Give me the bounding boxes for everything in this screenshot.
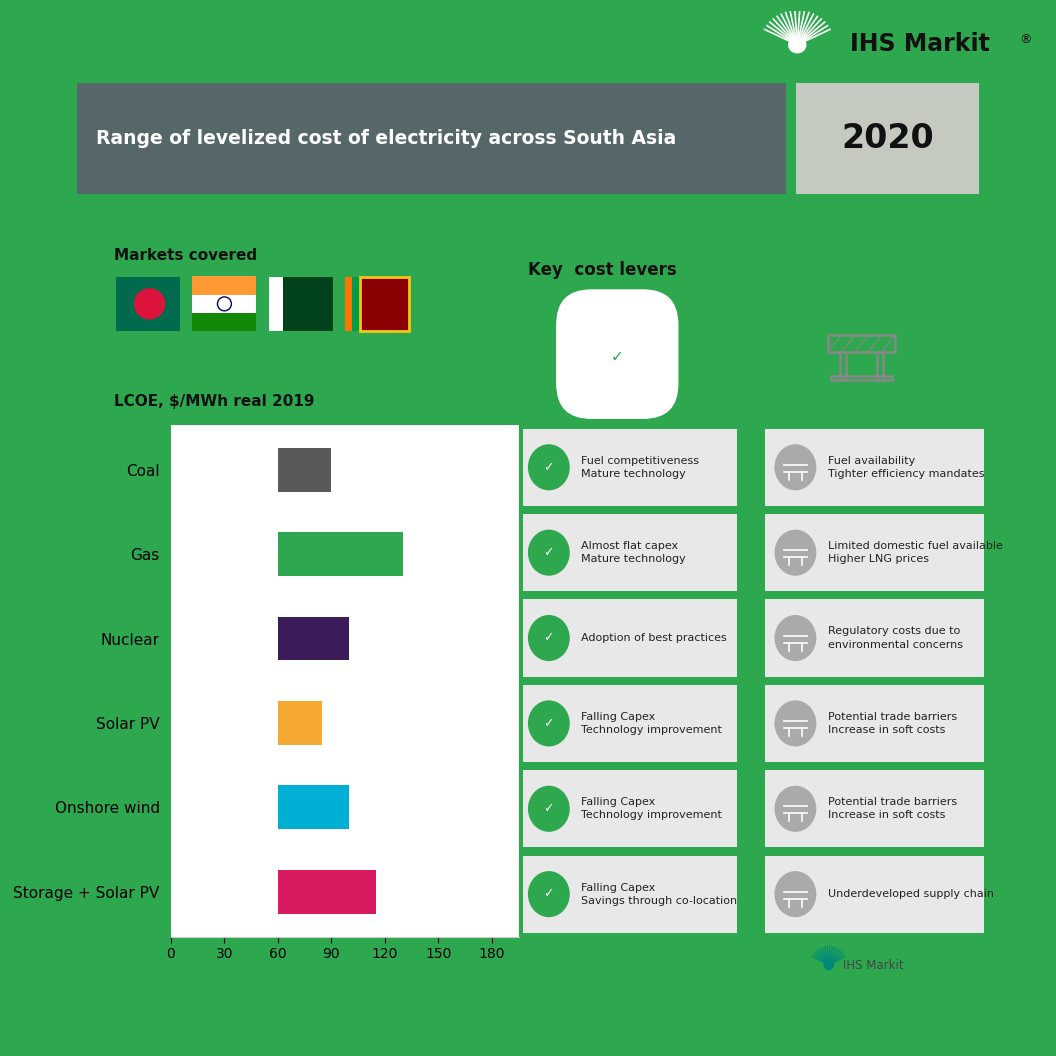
Text: 2020: 2020 — [842, 122, 934, 155]
FancyBboxPatch shape — [524, 429, 737, 506]
Text: ✓: ✓ — [544, 888, 554, 901]
Text: ®: ® — [1019, 33, 1032, 45]
Text: Adoption of best practices: Adoption of best practices — [582, 633, 728, 643]
Bar — [278, 617, 350, 660]
Text: Regulatory costs due to
environmental concerns: Regulatory costs due to environmental co… — [828, 626, 963, 649]
Text: ✓: ✓ — [544, 631, 554, 644]
Text: Falling Capex
Technology improvement: Falling Capex Technology improvement — [582, 712, 722, 735]
Text: Underdeveloped supply chain: Underdeveloped supply chain — [828, 889, 994, 899]
Circle shape — [528, 530, 570, 576]
Bar — [278, 532, 402, 577]
Text: LCOE, $/MWh real 2019: LCOE, $/MWh real 2019 — [114, 394, 315, 409]
Text: ✓: ✓ — [544, 803, 554, 815]
FancyBboxPatch shape — [524, 685, 737, 762]
Text: ✓: ✓ — [611, 350, 624, 364]
Text: Markets covered: Markets covered — [114, 248, 258, 263]
Circle shape — [528, 700, 570, 747]
Circle shape — [788, 36, 807, 54]
FancyBboxPatch shape — [766, 514, 984, 591]
Text: Potential trade barriers
Increase in soft costs: Potential trade barriers Increase in sof… — [828, 712, 957, 735]
FancyBboxPatch shape — [766, 770, 984, 847]
Circle shape — [134, 289, 165, 319]
FancyBboxPatch shape — [192, 276, 257, 295]
Text: Fuel competitiveness
Mature technology: Fuel competitiveness Mature technology — [582, 456, 699, 479]
Text: Range of levelized cost of electricity across South Asia: Range of levelized cost of electricity a… — [96, 130, 676, 149]
Bar — [278, 448, 332, 492]
Text: ✓: ✓ — [544, 717, 554, 730]
Text: Key  cost levers: Key cost levers — [528, 261, 677, 279]
FancyBboxPatch shape — [524, 770, 737, 847]
FancyBboxPatch shape — [360, 277, 409, 331]
Circle shape — [528, 445, 570, 490]
Bar — [278, 870, 376, 913]
Bar — [278, 701, 322, 744]
FancyBboxPatch shape — [766, 429, 984, 506]
FancyBboxPatch shape — [192, 294, 257, 313]
Text: IHS Markit: IHS Markit — [844, 959, 904, 972]
Text: Fuel availability
Tighter efficiency mandates: Fuel availability Tighter efficiency man… — [828, 456, 984, 479]
FancyBboxPatch shape — [353, 277, 360, 331]
Text: ✓: ✓ — [544, 546, 554, 560]
Circle shape — [774, 445, 816, 490]
Text: ✓: ✓ — [544, 460, 554, 474]
Circle shape — [528, 615, 570, 661]
Circle shape — [528, 871, 570, 918]
Text: Potential trade barriers
Increase in soft costs: Potential trade barriers Increase in sof… — [828, 797, 957, 821]
FancyBboxPatch shape — [524, 600, 737, 677]
FancyBboxPatch shape — [524, 514, 737, 591]
Text: Falling Capex
Technology improvement: Falling Capex Technology improvement — [582, 797, 722, 821]
FancyBboxPatch shape — [268, 277, 283, 331]
FancyBboxPatch shape — [796, 83, 979, 194]
Circle shape — [774, 786, 816, 832]
Circle shape — [774, 530, 816, 576]
Circle shape — [824, 960, 834, 970]
Circle shape — [774, 700, 816, 747]
Text: Almost flat capex
Mature technology: Almost flat capex Mature technology — [582, 541, 686, 564]
FancyBboxPatch shape — [344, 277, 353, 331]
Bar — [278, 786, 350, 829]
FancyBboxPatch shape — [77, 83, 787, 194]
Circle shape — [774, 615, 816, 661]
Text: Falling Capex
Savings through co-location: Falling Capex Savings through co-locatio… — [582, 883, 737, 906]
FancyBboxPatch shape — [766, 685, 984, 762]
FancyBboxPatch shape — [116, 277, 181, 331]
FancyBboxPatch shape — [766, 600, 984, 677]
Text: IHS Markit: IHS Markit — [850, 33, 989, 56]
FancyBboxPatch shape — [766, 855, 984, 932]
Circle shape — [774, 871, 816, 918]
FancyBboxPatch shape — [283, 277, 333, 331]
FancyBboxPatch shape — [524, 855, 737, 932]
FancyBboxPatch shape — [192, 312, 257, 331]
Circle shape — [528, 786, 570, 832]
FancyBboxPatch shape — [554, 287, 680, 421]
Text: Limited domestic fuel available
Higher LNG prices: Limited domestic fuel available Higher L… — [828, 541, 1003, 564]
